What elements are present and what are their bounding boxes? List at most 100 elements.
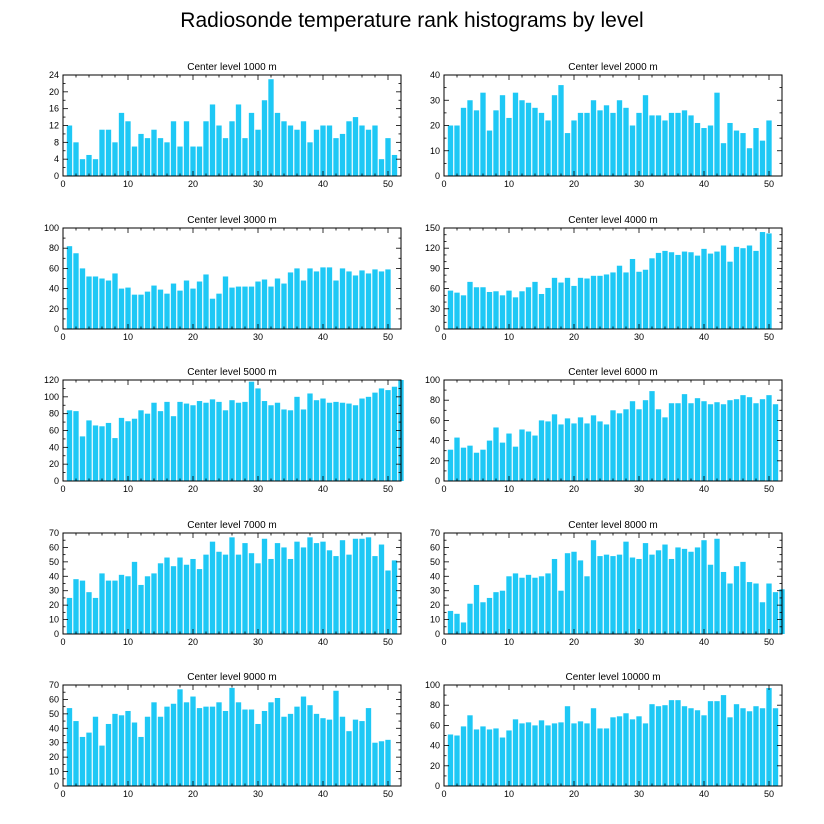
- y-tick-label: 60: [430, 720, 440, 730]
- histogram-bar: [740, 395, 746, 481]
- histogram-bar: [675, 254, 681, 329]
- histogram-bar: [564, 553, 571, 634]
- histogram-bar: [300, 280, 307, 329]
- histogram-bar: [170, 566, 177, 634]
- histogram-panel: Center level 2000 m 0 10 20 30 40 50 0 10 20 30 40: [430, 62, 783, 189]
- histogram-bar: [73, 721, 79, 786]
- histogram-bar: [300, 409, 307, 481]
- y-tick-label: 10: [49, 767, 59, 777]
- histogram-bar: [307, 268, 313, 329]
- histogram-bar: [307, 705, 313, 786]
- histogram-bar: [333, 401, 339, 481]
- histogram-bar: [668, 403, 675, 481]
- histogram-bar: [512, 573, 519, 634]
- histogram-bar: [688, 708, 694, 786]
- histogram-bar: [105, 580, 112, 634]
- histogram-bar: [352, 719, 359, 786]
- histogram-bar: [261, 538, 268, 634]
- x-tick-label: 30: [253, 789, 263, 799]
- histogram-bar: [629, 258, 636, 329]
- histogram-bar: [460, 295, 467, 329]
- histogram-bar: [359, 538, 365, 634]
- histogram-bar: [352, 117, 359, 176]
- histogram-bar: [759, 399, 766, 481]
- histogram-bar: [320, 541, 326, 634]
- histogram-bar: [138, 410, 144, 481]
- histogram-bar: [203, 274, 209, 329]
- x-tick-label: 30: [634, 637, 644, 647]
- y-tick-label: 30: [430, 95, 440, 105]
- histogram-bar: [558, 85, 564, 176]
- histogram-bar: [352, 405, 359, 481]
- y-tick-label: 40: [49, 571, 59, 581]
- x-tick-label: 20: [569, 637, 579, 647]
- histogram-bar: [636, 271, 642, 329]
- histogram-bar: [294, 396, 300, 481]
- histogram-bar: [649, 258, 655, 329]
- histogram-bar: [268, 405, 274, 481]
- histogram-bar: [545, 725, 551, 786]
- histogram-bar: [287, 125, 294, 176]
- histogram-bar: [623, 713, 629, 786]
- histogram-bar: [746, 397, 753, 481]
- histogram-bar: [209, 399, 216, 481]
- histogram-bar: [460, 726, 467, 786]
- histogram-bar: [248, 553, 255, 634]
- histogram-bar: [525, 102, 532, 176]
- histogram-bar: [255, 388, 261, 481]
- histogram-bar: [164, 706, 170, 786]
- histogram-bar: [636, 409, 642, 481]
- histogram-bar: [740, 708, 746, 786]
- histogram-bar: [506, 290, 512, 329]
- histogram-bar: [467, 445, 473, 481]
- histogram-bar: [86, 732, 92, 786]
- histogram-bar: [610, 717, 616, 786]
- histogram-bar: [177, 689, 183, 786]
- histogram-bar: [642, 543, 649, 634]
- y-tick-label: 40: [430, 571, 440, 581]
- histogram-bar: [467, 603, 473, 634]
- histogram-bar: [688, 551, 694, 634]
- histogram-bar: [359, 125, 365, 176]
- histogram-bar: [300, 547, 307, 634]
- y-tick-label: 60: [49, 542, 59, 552]
- figure-title: Radiosonde temperature rank histograms b…: [180, 9, 644, 32]
- histogram-bar: [525, 431, 532, 481]
- histogram-bar: [372, 125, 378, 176]
- histogram-bar: [694, 122, 701, 176]
- histogram-bar: [339, 540, 346, 634]
- histogram-bar: [248, 381, 255, 481]
- histogram-bar: [525, 287, 532, 329]
- histogram-bar: [746, 245, 753, 329]
- histogram-bar: [313, 400, 320, 481]
- histogram-bar: [532, 107, 538, 176]
- histogram-bar: [610, 556, 616, 634]
- histogram-bar: [681, 706, 688, 786]
- histogram-bar: [772, 404, 779, 481]
- histogram-bar: [506, 730, 512, 786]
- histogram-bar: [571, 723, 577, 786]
- histogram-bar: [519, 291, 525, 329]
- histogram-bar: [177, 557, 183, 634]
- histogram-bar: [307, 393, 313, 481]
- histogram-bar: [151, 573, 157, 634]
- histogram-bar: [144, 576, 151, 634]
- histogram-bar: [623, 272, 629, 329]
- histogram-bar: [714, 538, 720, 634]
- histogram-bar: [203, 706, 209, 786]
- x-tick-label: 20: [188, 332, 198, 342]
- y-tick-label: 0: [54, 324, 59, 334]
- histogram-bar: [144, 716, 151, 786]
- panel-title: Center level 10000 m: [565, 672, 660, 683]
- histogram-bar: [248, 709, 255, 786]
- histogram-bar: [532, 281, 538, 329]
- histogram-bar: [447, 125, 454, 176]
- histogram-panel: Center level 1000 m 0 10 20 30 40 50 0 4 8 12 16 20 2…: [49, 62, 402, 189]
- histogram-bar: [313, 713, 320, 786]
- y-tick-label: 0: [435, 476, 440, 486]
- histogram-bar: [467, 100, 473, 176]
- histogram-bar: [339, 133, 346, 176]
- histogram-bar: [164, 142, 170, 176]
- histogram-bar: [538, 112, 545, 177]
- panel-title: Center level 8000 m: [568, 520, 658, 531]
